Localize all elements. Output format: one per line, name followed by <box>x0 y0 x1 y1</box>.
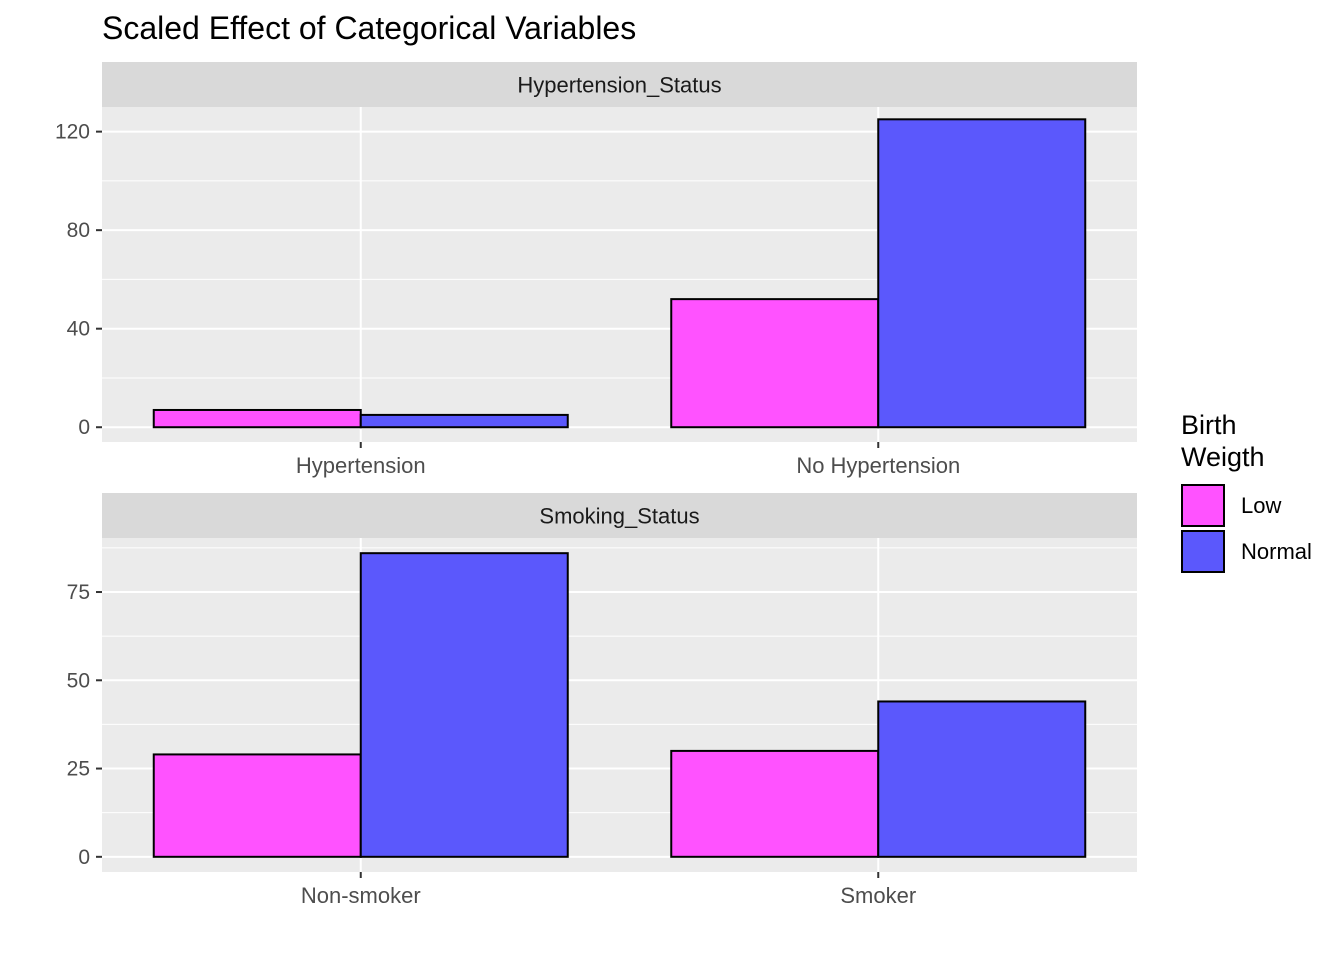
bar-low-smoker <box>670 749 880 858</box>
x-tick-label: Non-smoker <box>301 883 421 908</box>
y-tick-label: 0 <box>78 846 90 869</box>
x-tick-label: Hypertension <box>296 453 426 478</box>
bar-low-no-hypertension <box>670 298 880 429</box>
legend-title: Birth <box>1181 410 1237 440</box>
bar-normal-hypertension <box>359 413 569 429</box>
x-tick-label: Smoker <box>840 883 916 908</box>
legend-label-low: Low <box>1241 493 1281 518</box>
y-tick-label: 0 <box>78 416 90 439</box>
bar-low-non-smoker <box>152 753 362 858</box>
y-tick-label: 75 <box>67 581 90 604</box>
bar-low-hypertension <box>152 408 362 429</box>
bar-normal-smoker <box>877 700 1087 858</box>
facet-strip <box>102 62 1137 107</box>
bar-normal-no-hypertension <box>877 118 1087 429</box>
y-tick-label: 50 <box>67 669 90 692</box>
legend-key-normal <box>1181 530 1225 573</box>
y-tick-label: 80 <box>67 219 90 242</box>
legend-title: Weigth <box>1181 442 1265 472</box>
y-tick-label: 25 <box>67 758 90 781</box>
bar-normal-non-smoker <box>359 552 569 858</box>
facet-strip-label: Smoking_Status <box>539 504 699 529</box>
x-tick-label: No Hypertension <box>796 453 960 478</box>
y-tick-label: 40 <box>67 318 90 341</box>
y-tick-label: 120 <box>55 121 90 144</box>
chart-title: Scaled Effect of Categorical Variables <box>102 10 637 46</box>
facet-strip <box>102 493 1137 538</box>
facet-strip-label: Hypertension_Status <box>517 73 721 98</box>
legend-key-low <box>1181 484 1225 527</box>
legend-label-normal: Normal <box>1241 539 1312 564</box>
